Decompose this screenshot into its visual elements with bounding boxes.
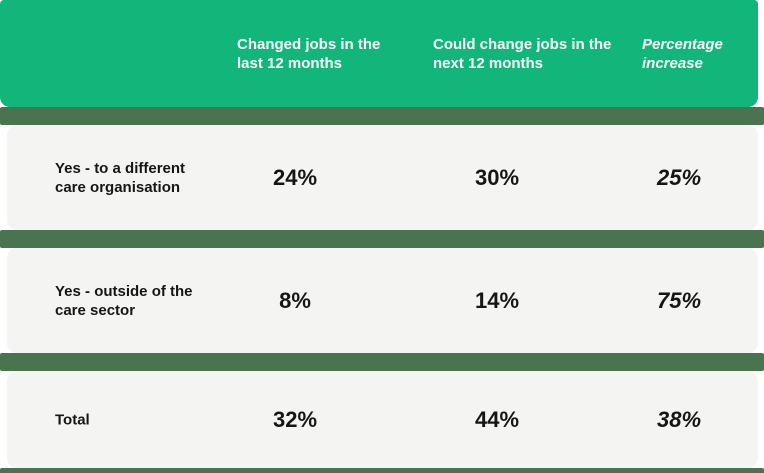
row-label-line: care organisation [55,178,181,196]
value-percentage-increase: 25% [656,164,702,190]
column-header-line: Could change jobs in the [433,35,612,53]
table-header-band: Changed jobs in the last 12 months Could… [0,0,758,107]
value-percentage-increase: 75% [656,287,702,313]
value-could-change-jobs: 44% [474,406,520,432]
value-changed-jobs: 8% [279,287,311,313]
row-divider [0,230,764,248]
row-label-line: Yes - to a different [55,159,186,177]
row-label-line: care sector [55,301,136,319]
value-could-change-jobs: 14% [474,287,520,313]
row-divider [0,107,764,125]
bottom-edge-bar [0,468,764,473]
row-label: Total [55,410,90,429]
table-row-total: Total 32% 44% 38% [7,371,758,468]
row-divider [0,353,764,371]
column-header-line: Percentage [642,35,723,53]
column-header-line: last 12 months [237,54,343,72]
column-header-line: Changed jobs in the [237,35,381,53]
table-row-different-care-organisation: Yes - to a different care organisation 2… [7,125,758,230]
column-header-changed-jobs: Changed jobs in the last 12 months [237,35,380,73]
value-could-change-jobs: 30% [474,164,520,190]
column-header-line: increase [642,54,703,72]
value-changed-jobs: 32% [272,406,318,432]
table-row-outside-care-sector: Yes - outside of the care sector 8% 14% … [7,248,758,353]
row-label-line: Yes - outside of the [55,282,193,300]
column-header-percentage-increase: Percentage increase [642,35,723,73]
row-label: Yes - to a different care organisation [55,159,185,197]
value-percentage-increase: 38% [656,406,702,432]
column-header-line: next 12 months [433,54,544,72]
value-changed-jobs: 24% [272,164,318,190]
row-label-line: Total [55,411,90,428]
row-label: Yes - outside of the care sector [55,282,193,320]
column-header-could-change-jobs: Could change jobs in the next 12 months [433,35,611,73]
